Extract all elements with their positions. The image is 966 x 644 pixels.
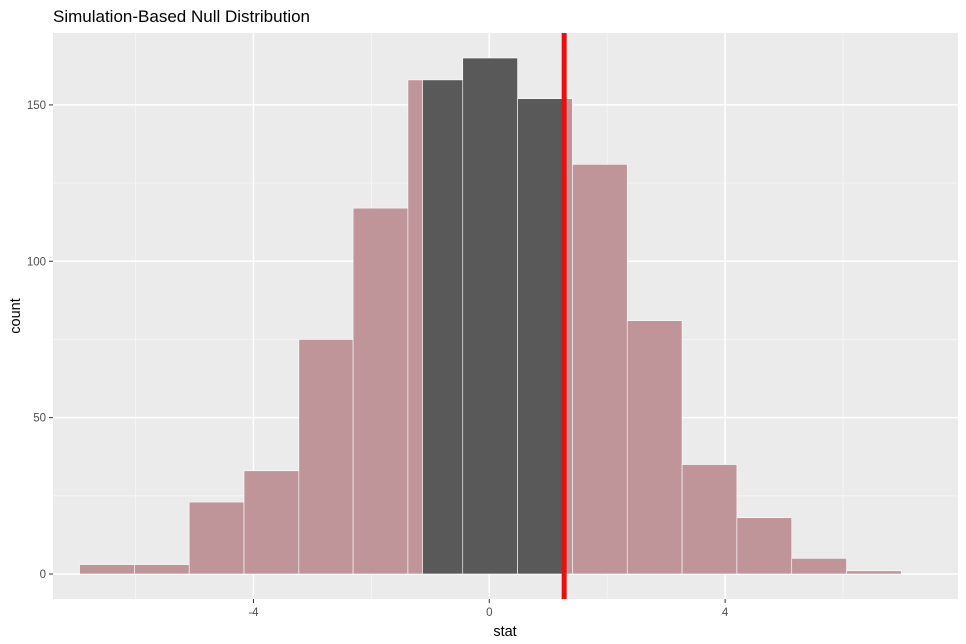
y-axis-title: count [8, 298, 24, 333]
y-tick-label: 100 [27, 256, 46, 268]
histogram-bar [352, 207, 409, 575]
histogram-bar [298, 339, 354, 575]
y-tick-label: 150 [27, 100, 46, 112]
x-axis: -4 0 4 [248, 599, 729, 619]
y-tick-label: 50 [33, 413, 46, 425]
histogram-bar [243, 470, 300, 575]
x-axis-title: stat [493, 624, 516, 640]
y-axis: 0 50 100 150 [27, 100, 53, 581]
histogram-bar [681, 464, 738, 575]
x-tick-label: 0 [486, 607, 492, 619]
histogram-bar [188, 501, 245, 575]
shaded-bar [422, 79, 464, 575]
chart-title: Simulation-Based Null Distribution [53, 7, 310, 26]
y-tick-label: 0 [40, 569, 46, 581]
histogram-bar [791, 558, 847, 575]
histogram-bar [736, 517, 793, 575]
histogram-bar [79, 564, 135, 575]
histogram-bar [626, 320, 683, 575]
histogram-bar [134, 564, 190, 575]
histogram-bar [572, 164, 628, 575]
x-tick-label: -4 [248, 607, 259, 619]
x-tick-label: 4 [722, 607, 729, 619]
shaded-bar [462, 57, 518, 575]
shaded-region [422, 57, 565, 575]
histogram-bar [846, 570, 902, 575]
shaded-bar [517, 98, 565, 575]
